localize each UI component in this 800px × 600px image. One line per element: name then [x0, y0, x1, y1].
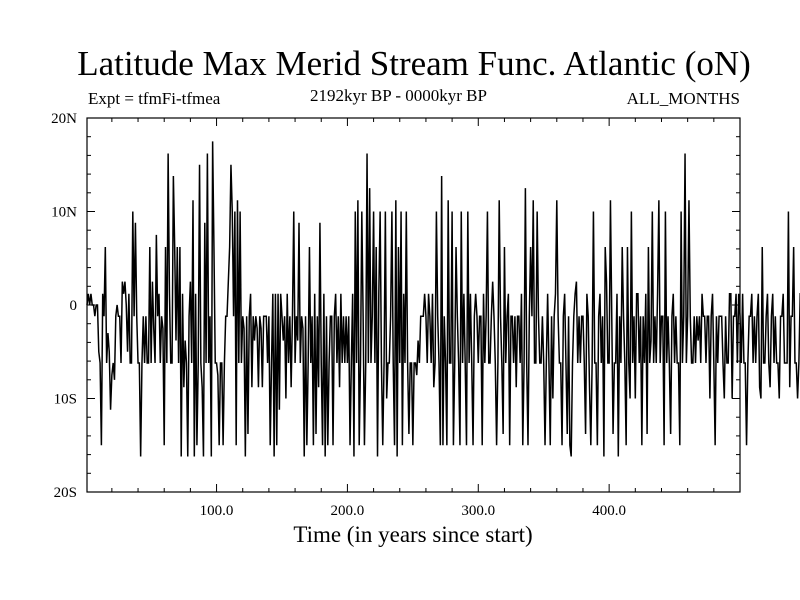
period-label: 2192kyr BP - 0000kyr BP — [310, 86, 487, 105]
y-tick-label: 10N — [51, 205, 77, 221]
x-tick-label: 300.0 — [461, 503, 495, 519]
plot-frame — [86, 117, 741, 493]
x-tick-label: 100.0 — [200, 503, 234, 519]
y-tick-label: 10S — [54, 392, 77, 408]
x-axis-label: Time (in years since start) — [293, 522, 533, 547]
months-label: ALL_MONTHS — [626, 89, 740, 108]
x-tick-label: 200.0 — [331, 503, 365, 519]
y-tick-label: 0 — [70, 298, 78, 314]
y-tick-label: 20N — [51, 111, 77, 127]
chart-title: Latitude Max Merid Stream Func. Atlantic… — [77, 44, 751, 83]
y-tick-label: 20S — [54, 485, 77, 501]
x-axis-ticks: 100.0 200.0 300.0 400.0 — [111, 118, 715, 519]
y-axis-ticks: 20N 10N 0 10S 20S — [51, 111, 740, 501]
x-tick-label: 400.0 — [592, 503, 626, 519]
experiment-label: Expt = tfmFi-tfmea — [88, 89, 221, 108]
series-line-0 — [86, 141, 800, 457]
series-layer — [86, 141, 800, 457]
